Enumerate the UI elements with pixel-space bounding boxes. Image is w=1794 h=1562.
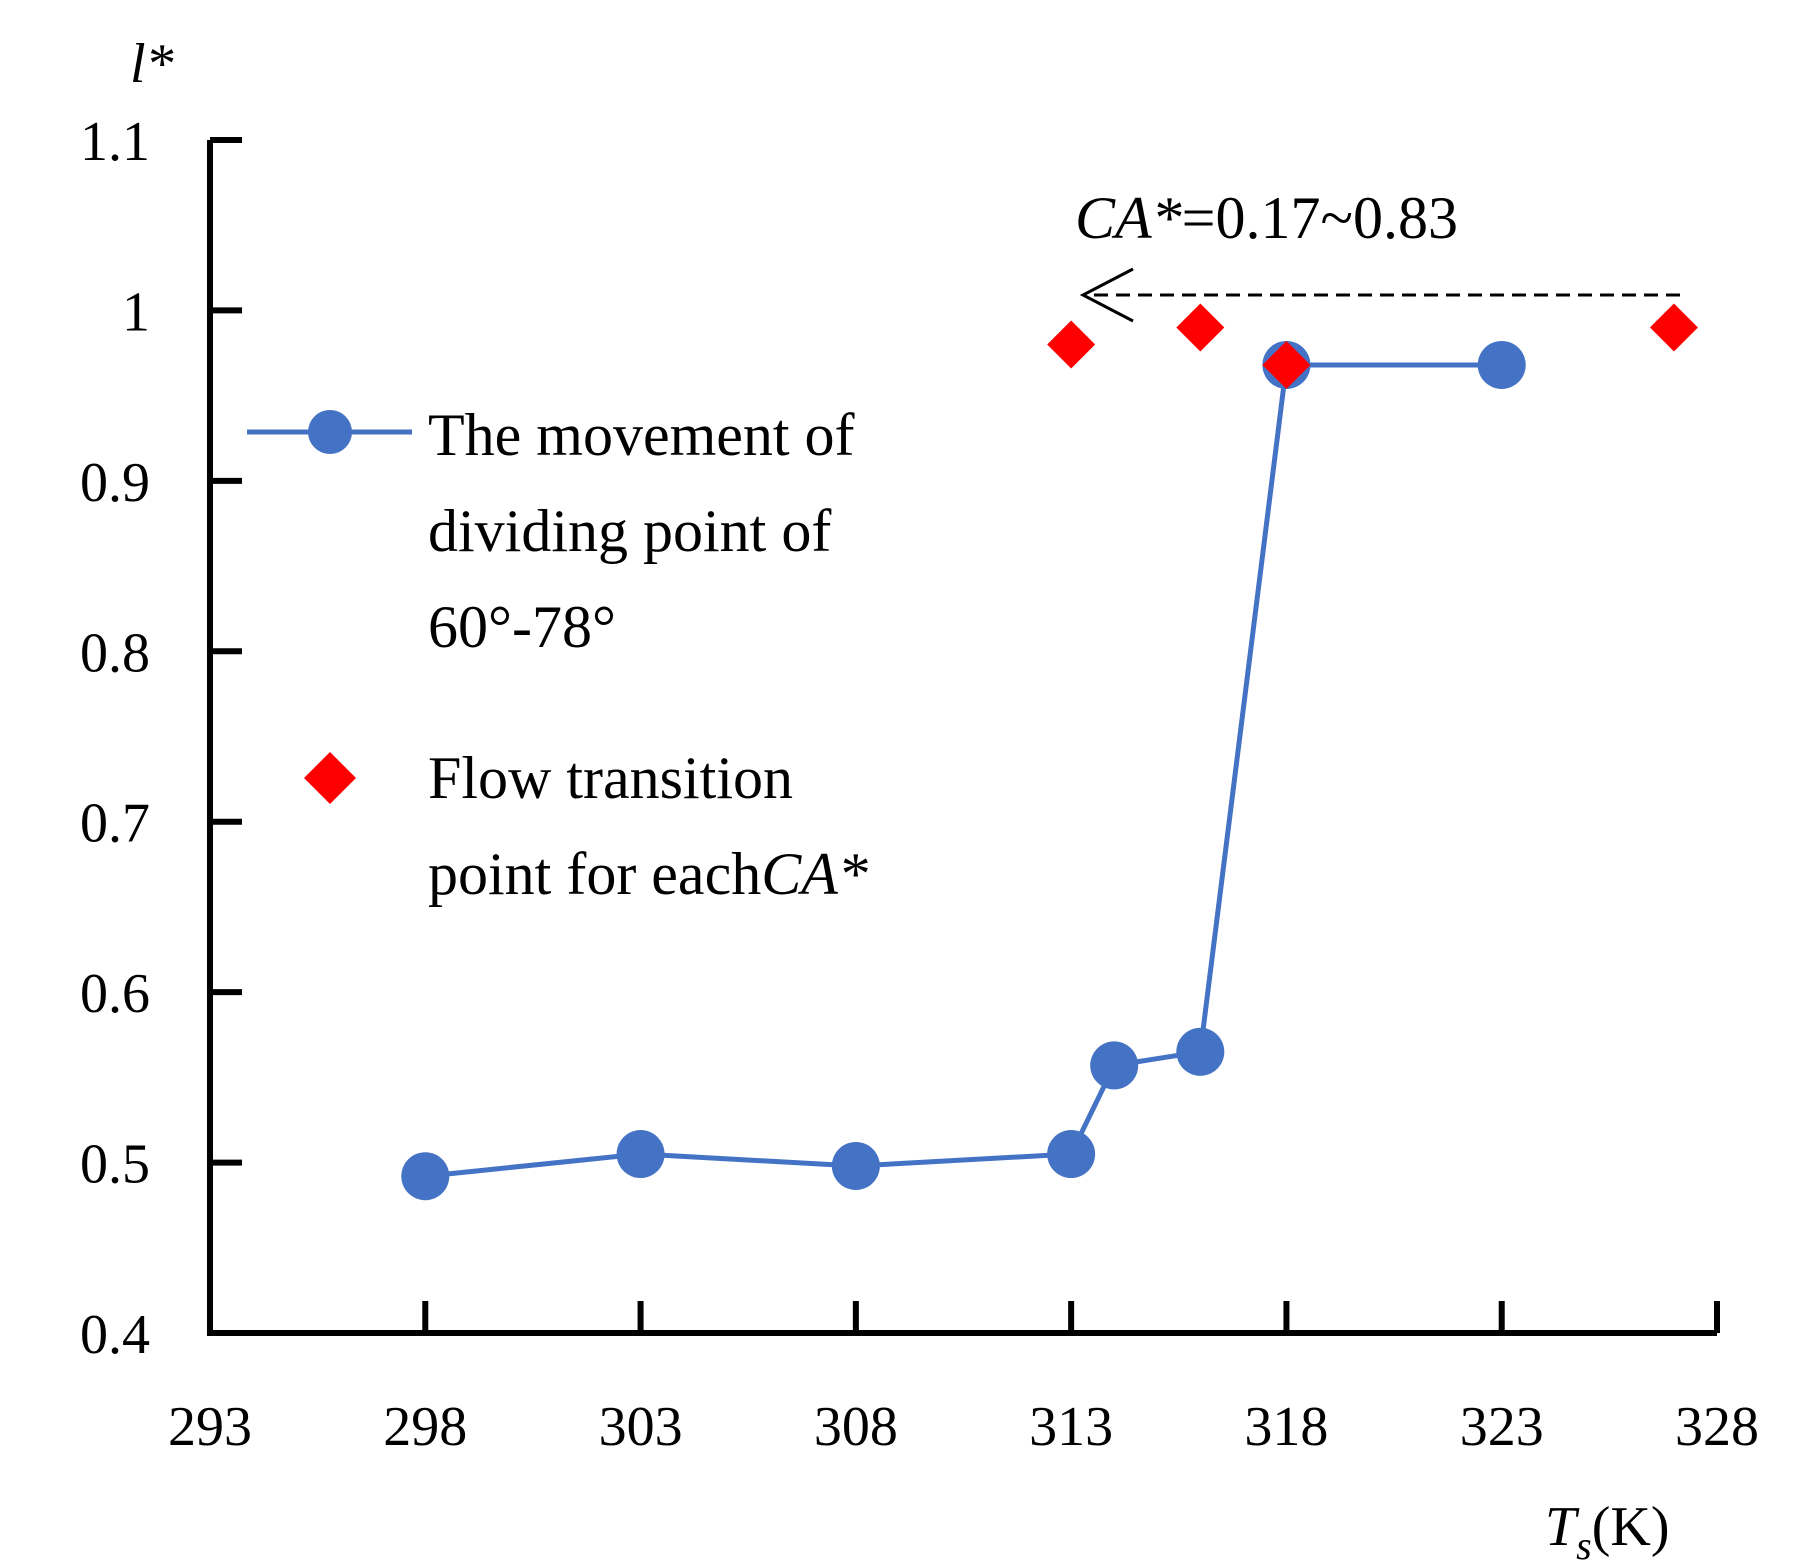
series-2-point — [1176, 303, 1225, 352]
x-axis-title-var: T — [1545, 1496, 1580, 1558]
y-tick-label: 0.7 — [80, 793, 150, 855]
legend-series-2-label: Flow transition point for eachCA* — [428, 745, 868, 907]
series-2-point — [1262, 340, 1311, 389]
legend-series-1-marker — [308, 410, 352, 454]
series-1-point — [616, 1130, 665, 1179]
x-axis-title: Ts(K) — [1545, 1496, 1669, 1562]
tick-labels: 0.4 0.5 0.6 0.7 0.8 0.9 1 1.1 293 298 303 308 313 318… — [80, 111, 1759, 1458]
x-axis-title-unit: (K) — [1592, 1496, 1670, 1558]
legend-series-2-line-2: point for each — [428, 841, 761, 907]
annotation-label-rest: =0.17~0.83 — [1182, 185, 1458, 251]
legend: The movement of dividing point of 60°-78… — [247, 402, 870, 907]
series-2-markers — [1047, 303, 1698, 389]
x-tick-label: 318 — [1244, 1396, 1328, 1458]
legend-series-1-label: The movement of dividing point of 60°-78… — [428, 402, 870, 660]
legend-series-1-line-3: 60°-78° — [428, 594, 616, 660]
legend-series-2-marker — [304, 752, 356, 804]
series-2-point — [1047, 320, 1096, 369]
y-tick-label: 1.1 — [80, 111, 150, 173]
series-1-point — [1477, 340, 1526, 389]
series-1-point — [401, 1152, 450, 1201]
x-tick-label: 313 — [1029, 1396, 1113, 1458]
annotation: CA*=0.17~0.83 — [1075, 185, 1680, 323]
series-1-point — [1176, 1027, 1225, 1076]
series-1-point — [1090, 1041, 1139, 1090]
series-1-polyline — [425, 362, 1502, 1179]
y-tick-label: 0.5 — [80, 1134, 150, 1196]
series-1-point — [1047, 1130, 1096, 1179]
y-tick-label: 0.9 — [80, 452, 150, 514]
x-tick-label: 293 — [168, 1396, 252, 1458]
x-tick-label: 298 — [383, 1396, 467, 1458]
x-tick-label: 303 — [599, 1396, 683, 1458]
y-tick-label: 0.8 — [80, 622, 150, 684]
legend-series-2-line-1: Flow transition — [428, 745, 793, 811]
x-tick-label: 328 — [1675, 1396, 1759, 1458]
annotation-arrowhead — [1079, 267, 1134, 323]
y-tick-label: 1 — [122, 281, 150, 343]
y-tick-label: 0.4 — [80, 1304, 150, 1366]
ticks — [207, 137, 1720, 1336]
y-tick-label: 0.6 — [80, 963, 150, 1025]
series-2-point — [1649, 303, 1698, 352]
axes — [207, 140, 1717, 1336]
series-1-point — [831, 1141, 880, 1190]
series-1-line — [425, 362, 1502, 1179]
legend-series-1-line-2: dividing point of — [428, 498, 831, 564]
x-tick-label: 308 — [814, 1396, 898, 1458]
x-tick-label: 323 — [1460, 1396, 1544, 1458]
legend-series-2-suffix: CA* — [761, 841, 868, 907]
annotation-label-var: CA* — [1075, 185, 1182, 251]
annotation-label: CA*=0.17~0.83 — [1075, 185, 1458, 251]
y-axis-title: l* — [130, 33, 174, 95]
legend-series-1-line-1: The movement of — [428, 402, 855, 468]
x-axis-title-sub: s — [1576, 1523, 1592, 1562]
